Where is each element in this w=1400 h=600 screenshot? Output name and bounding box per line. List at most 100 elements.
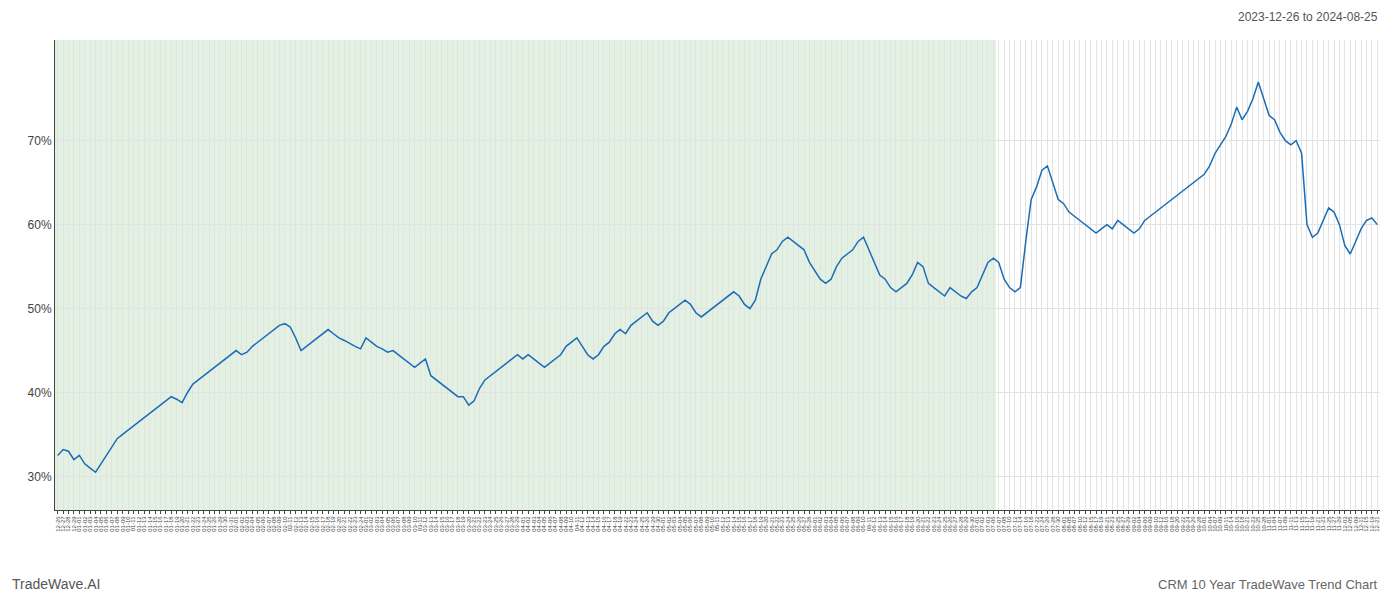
- svg-text:07-03: 07-03: [985, 516, 991, 532]
- svg-text:03-12: 03-12: [422, 516, 428, 532]
- svg-text:11-09: 11-09: [1282, 516, 1288, 532]
- svg-text:02-18: 02-18: [325, 516, 331, 532]
- svg-text:01-25: 01-25: [206, 516, 212, 532]
- svg-text:09-18: 09-18: [1169, 516, 1175, 532]
- svg-text:06-02: 06-02: [817, 516, 823, 532]
- svg-text:05-10: 05-10: [709, 516, 715, 532]
- svg-text:12-19: 12-19: [1369, 516, 1375, 532]
- svg-text:11-01: 11-01: [1266, 516, 1272, 532]
- svg-text:08-10: 08-10: [1077, 516, 1083, 532]
- svg-text:09-16: 09-16: [1163, 516, 1169, 532]
- svg-text:03-19: 03-19: [460, 516, 466, 532]
- svg-text:06-04: 06-04: [828, 516, 834, 532]
- svg-text:10-23: 10-23: [1250, 516, 1256, 532]
- svg-text:04-01: 04-01: [520, 516, 526, 532]
- svg-text:03-26: 03-26: [498, 516, 504, 532]
- svg-text:02-12: 02-12: [293, 516, 299, 532]
- svg-text:10-04: 10-04: [1207, 516, 1213, 532]
- svg-text:09-22: 09-22: [1180, 516, 1186, 532]
- svg-text:03-17: 03-17: [449, 516, 455, 532]
- svg-text:05-15: 05-15: [736, 516, 742, 532]
- svg-text:09-28: 09-28: [1196, 516, 1202, 532]
- svg-text:01-03: 01-03: [87, 516, 93, 532]
- svg-text:02-04: 02-04: [249, 516, 255, 532]
- svg-text:03-25: 03-25: [493, 516, 499, 532]
- svg-text:02-23: 02-23: [352, 516, 358, 532]
- svg-text:12-15: 12-15: [1363, 516, 1369, 532]
- svg-text:11-21: 11-21: [1315, 516, 1321, 532]
- svg-text:09-06: 09-06: [1142, 516, 1148, 532]
- svg-text:05-11: 05-11: [714, 516, 720, 532]
- svg-text:05-02: 05-02: [666, 516, 672, 532]
- svg-text:05-24: 05-24: [785, 516, 791, 532]
- svg-text:06-27: 06-27: [952, 516, 958, 532]
- svg-text:11-13: 11-13: [1293, 516, 1299, 532]
- svg-text:07-08: 07-08: [1001, 516, 1007, 532]
- svg-text:06-05: 06-05: [833, 516, 839, 532]
- svg-text:02-14: 02-14: [303, 516, 309, 532]
- svg-text:09-10: 09-10: [1153, 516, 1159, 532]
- svg-text:03-21: 03-21: [471, 516, 477, 532]
- svg-text:07-16: 07-16: [1023, 516, 1029, 532]
- svg-text:06-03: 06-03: [823, 516, 829, 532]
- svg-text:02-08: 02-08: [271, 516, 277, 532]
- svg-text:05-04: 05-04: [677, 516, 683, 532]
- svg-text:03-14: 03-14: [433, 516, 439, 532]
- svg-text:08-12: 08-12: [1082, 516, 1088, 532]
- svg-text:10-21: 10-21: [1244, 516, 1250, 532]
- svg-text:01-21: 01-21: [184, 516, 190, 532]
- svg-text:12-29: 12-29: [71, 516, 77, 532]
- svg-text:11-11: 11-11: [1288, 516, 1294, 531]
- svg-text:04-25: 04-25: [639, 516, 645, 532]
- svg-text:06-16: 06-16: [893, 516, 899, 532]
- svg-text:05-13: 05-13: [725, 516, 731, 532]
- svg-text:2023-12-26 to 2024-08-25: 2023-12-26 to 2024-08-25: [1238, 10, 1378, 24]
- svg-text:07-12: 07-12: [1012, 516, 1018, 532]
- svg-text:03-24: 03-24: [487, 516, 493, 532]
- svg-text:04-17: 04-17: [606, 516, 612, 532]
- svg-text:05-14: 05-14: [731, 516, 737, 532]
- svg-text:05-27: 05-27: [801, 516, 807, 532]
- svg-text:03-20: 03-20: [466, 516, 472, 532]
- svg-text:05-03: 05-03: [671, 516, 677, 532]
- svg-text:02-24: 02-24: [358, 516, 364, 532]
- svg-text:06-30: 06-30: [969, 516, 975, 532]
- svg-text:03-02: 03-02: [368, 516, 374, 532]
- svg-text:04-18: 04-18: [612, 516, 618, 532]
- svg-text:02-19: 02-19: [330, 516, 336, 532]
- svg-text:03-04: 03-04: [379, 516, 385, 532]
- svg-text:06-25: 06-25: [942, 516, 948, 532]
- svg-text:08-29: 08-29: [1125, 516, 1131, 532]
- svg-text:03-01: 03-01: [363, 516, 369, 532]
- svg-text:05-20: 05-20: [763, 516, 769, 532]
- svg-text:04-12: 04-12: [579, 516, 585, 532]
- svg-text:06-26: 06-26: [947, 516, 953, 532]
- svg-text:05-18: 05-18: [752, 516, 758, 532]
- svg-text:01-22: 01-22: [190, 516, 196, 532]
- svg-text:02-22: 02-22: [347, 516, 353, 532]
- svg-text:05-05: 05-05: [682, 516, 688, 532]
- svg-text:02-03: 02-03: [244, 516, 250, 532]
- svg-text:03-07: 03-07: [395, 516, 401, 532]
- svg-text:11-27: 11-27: [1331, 516, 1337, 532]
- svg-text:05-17: 05-17: [747, 516, 753, 532]
- svg-text:06-15: 06-15: [888, 516, 894, 532]
- svg-text:08-17: 08-17: [1093, 516, 1099, 532]
- svg-text:01-26: 01-26: [211, 516, 217, 532]
- svg-text:03-13: 03-13: [428, 516, 434, 532]
- svg-text:04-04: 04-04: [536, 516, 542, 532]
- svg-text:11-23: 11-23: [1320, 516, 1326, 532]
- svg-text:06-11: 06-11: [866, 516, 872, 532]
- svg-text:05-07: 05-07: [693, 516, 699, 532]
- svg-text:06-23: 06-23: [931, 516, 937, 532]
- svg-text:07-18: 07-18: [1028, 516, 1034, 532]
- svg-text:05-23: 05-23: [779, 516, 785, 532]
- svg-text:03-03: 03-03: [374, 516, 380, 532]
- svg-text:07-22: 07-22: [1034, 516, 1040, 532]
- svg-text:06-21: 06-21: [920, 516, 926, 532]
- svg-text:05-06: 05-06: [687, 516, 693, 532]
- svg-text:02-21: 02-21: [341, 516, 347, 532]
- svg-text:07-02: 07-02: [979, 516, 985, 532]
- svg-text:40%: 40%: [28, 386, 52, 400]
- svg-text:11-25: 11-25: [1326, 516, 1332, 532]
